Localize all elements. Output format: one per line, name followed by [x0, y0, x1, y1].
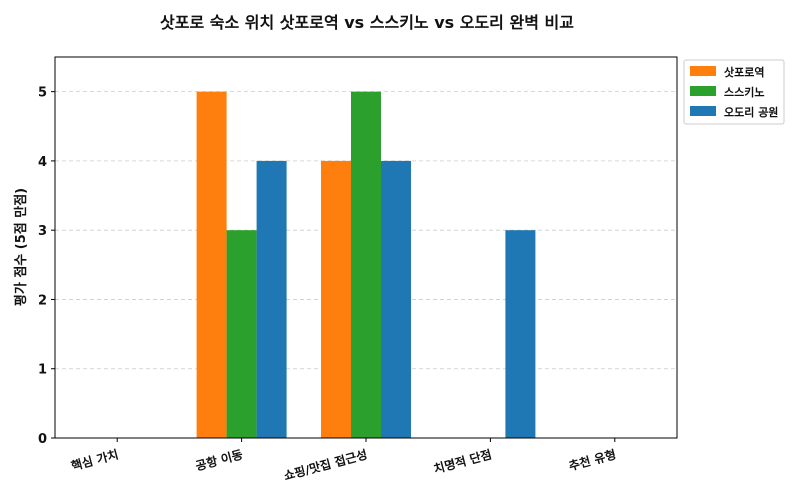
y-axis-label: 평가 점수 (5점 만점)	[13, 188, 29, 306]
bar	[226, 230, 257, 438]
y-tick-label: 1	[38, 363, 47, 378]
legend-label: 오도리 공원	[724, 105, 778, 119]
bar	[351, 91, 381, 439]
x-axis-ticks: 핵심 가치 공항 이동 쇼핑/맛집 접근성 치명적 단점 추천 유형	[69, 438, 618, 483]
legend-label: 삿포로역	[724, 65, 764, 79]
bars	[196, 91, 536, 439]
y-axis-ticks: 0 1 2 3 4 5	[38, 86, 55, 447]
x-tick-label: 핵심 가치	[69, 446, 120, 473]
chart-title: 삿포로 숙소 위치 삿포로역 vs 스스키노 vs 오도리 완벽 비교	[160, 13, 574, 32]
bar	[196, 91, 227, 439]
x-tick-label: 쇼핑/맛집 접근성	[282, 446, 369, 483]
bar	[381, 160, 411, 438]
y-tick-label: 3	[38, 224, 47, 239]
bar	[321, 160, 351, 438]
x-tick-label: 치명적 단점	[432, 446, 493, 476]
legend-swatch	[690, 66, 716, 76]
y-tick-label: 4	[38, 155, 47, 170]
x-tick-label: 추천 유형	[567, 446, 618, 473]
bar	[505, 230, 536, 438]
legend-label: 스스키노	[724, 85, 764, 99]
y-tick-label: 0	[38, 432, 47, 447]
legend-swatch	[690, 86, 716, 96]
legend-swatch	[690, 106, 716, 116]
x-tick-label: 공항 이동	[194, 446, 245, 473]
y-tick-label: 2	[38, 293, 47, 308]
y-tick-label: 5	[38, 86, 47, 101]
bar	[256, 160, 287, 438]
